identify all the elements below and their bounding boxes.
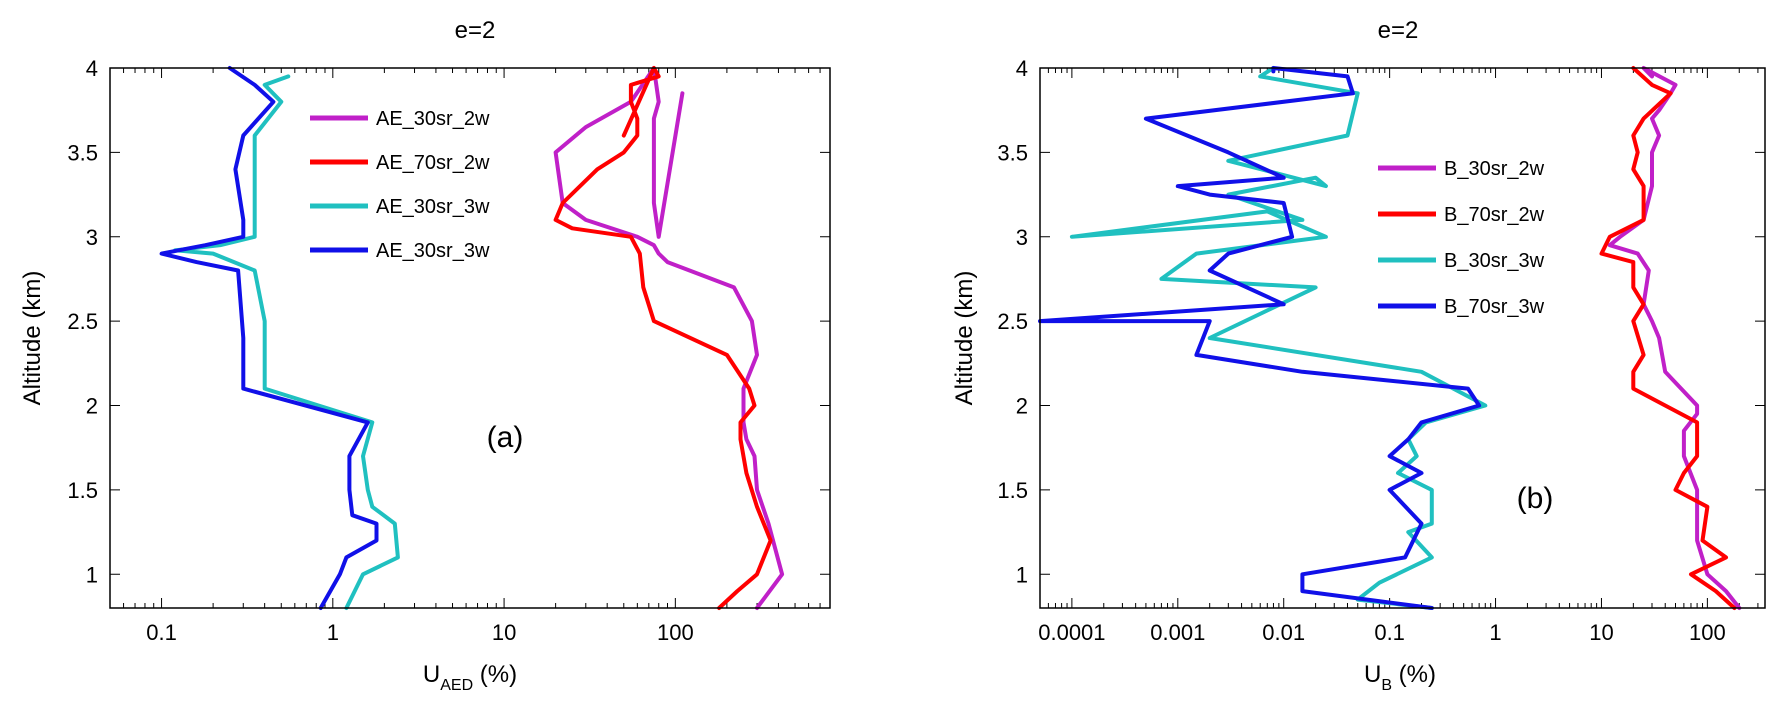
x-tick-label: 0.1	[1374, 620, 1405, 645]
panel-a-series	[159, 66, 785, 610]
panel-a-xlabel-main: U	[423, 661, 440, 688]
panel-b-ticks: 0.0001 0.001 0.01 0.1 1 10 100 1 1.5 2 2.5 3 3.5 4	[997, 56, 1765, 645]
panel-a-ylabel: Altitude (km)	[19, 271, 46, 406]
panel-a-xlabel-unit: (%)	[473, 661, 517, 688]
x-tick-label: 0.0001	[1038, 620, 1105, 645]
y-tick-label: 1.5	[67, 478, 98, 503]
legend-label: B_70sr_3w	[1444, 296, 1545, 318]
y-tick-label: 2	[1016, 394, 1028, 419]
panel-b-frame	[1039, 67, 1766, 609]
panel-b-xlabel-unit: (%)	[1392, 661, 1436, 688]
panel-b-series	[1038, 66, 1742, 610]
x-tick-label: 0.1	[146, 620, 177, 645]
y-tick-label: 1.5	[997, 478, 1028, 503]
panel-a-title: e=2	[455, 17, 496, 44]
panel-b-xlabel-sub: B	[1381, 677, 1392, 694]
panel-a-legend: AE_30sr_2w AE_70sr_2w AE_30sr_3w AE_30sr_3w	[310, 108, 490, 262]
x-tick-label: 100	[1689, 620, 1726, 645]
legend-label: B_30sr_3w	[1444, 250, 1545, 272]
series-line-3	[173, 74, 400, 610]
legend-label: AE_30sr_3w	[376, 240, 490, 262]
panel-a-xlabel: UAED (%)	[423, 661, 517, 694]
x-tick-label: 0.001	[1150, 620, 1205, 645]
y-tick-label: 1	[1016, 562, 1028, 587]
series-line-1	[553, 66, 785, 610]
x-tick-label: 0.01	[1262, 620, 1305, 645]
panel-b: e=2 0.0001 0.001 0.01 0.1 1 10 100 1 1.5 2 2.5 3 3.5…	[951, 17, 1766, 694]
panel-b-title: e=2	[1378, 17, 1419, 44]
y-tick-label: 3.5	[997, 140, 1028, 165]
series-line-1	[1607, 66, 1742, 610]
x-tick-label: 10	[1589, 620, 1613, 645]
y-tick-label: 3	[1016, 225, 1028, 250]
series-line-3	[1069, 66, 1488, 610]
x-tick-label: 10	[492, 620, 516, 645]
legend-label: B_70sr_2w	[1444, 204, 1545, 226]
series-line-2	[1599, 66, 1737, 610]
y-tick-label: 1	[86, 562, 98, 587]
panel-b-annotation: (b)	[1517, 482, 1554, 515]
panel-b-legend: B_30sr_2w B_70sr_2w B_30sr_3w B_70sr_3w	[1378, 158, 1545, 318]
series-line-4	[159, 66, 379, 610]
x-tick-label: 1	[1489, 620, 1501, 645]
panel-a-annotation: (a)	[487, 421, 524, 454]
panel-b-xlabel: UB (%)	[1364, 661, 1436, 694]
panel-a-xlabel-sub: AED	[440, 677, 473, 694]
legend-label: AE_30sr_3w	[376, 196, 490, 218]
y-tick-label: 2.5	[997, 309, 1028, 334]
legend-label: B_30sr_2w	[1444, 158, 1545, 180]
panel-a-ticks: 0.1 1 10 100 1 1.5 2 2.5 3 3.5 4	[67, 56, 831, 645]
x-tick-label: 100	[657, 620, 694, 645]
series-line-2	[553, 66, 773, 610]
y-tick-label: 2	[86, 394, 98, 419]
y-tick-label: 4	[86, 56, 98, 81]
legend-label: AE_30sr_2w	[376, 108, 490, 130]
panel-a-frame	[109, 67, 831, 609]
panel-b-ylabel: Altitude (km)	[951, 271, 978, 406]
series-line-4	[1038, 66, 1482, 610]
y-tick-label: 3	[86, 225, 98, 250]
x-tick-label: 1	[327, 620, 339, 645]
y-tick-label: 2.5	[67, 309, 98, 334]
y-tick-label: 4	[1016, 56, 1028, 81]
y-tick-label: 3.5	[67, 140, 98, 165]
panel-b-xlabel-main: U	[1364, 661, 1381, 688]
legend-label: AE_70sr_2w	[376, 152, 490, 174]
